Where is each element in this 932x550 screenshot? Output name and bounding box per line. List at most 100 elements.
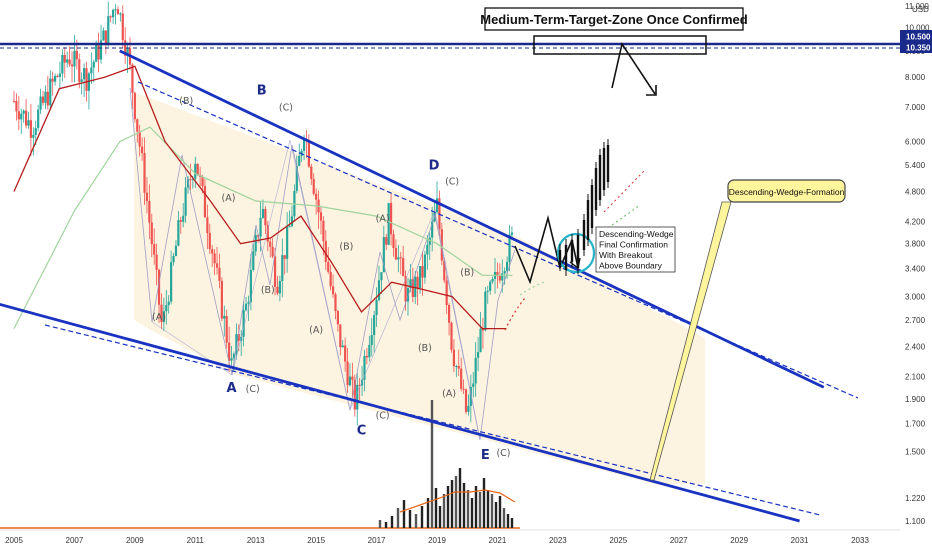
wedge-lower-boundary xyxy=(0,303,800,523)
candle-body xyxy=(394,248,398,260)
candle-body xyxy=(58,73,62,77)
y-tick-label: 1.700 xyxy=(905,420,926,429)
candle-body xyxy=(32,134,35,138)
y-tick-label: 3.800 xyxy=(905,240,926,249)
candle-body xyxy=(213,253,216,264)
candle-body xyxy=(97,45,100,60)
candle-body xyxy=(46,91,49,106)
wave-label: (A) xyxy=(442,388,456,399)
candle-body xyxy=(131,64,134,93)
candle-body xyxy=(464,389,468,412)
candle-body xyxy=(327,262,330,272)
candle-body xyxy=(266,225,269,242)
candle-body xyxy=(377,280,381,300)
candle-body xyxy=(107,16,110,45)
volume-bar xyxy=(438,506,442,528)
candle-body xyxy=(443,260,446,281)
candle-body xyxy=(109,16,112,18)
candle-body xyxy=(445,280,448,306)
candle-body xyxy=(228,342,231,361)
candle-body xyxy=(225,315,228,343)
candle-body xyxy=(476,352,480,358)
projected-candle xyxy=(602,148,606,190)
volume-bar xyxy=(510,518,514,528)
candle-body xyxy=(281,255,284,282)
candle-body xyxy=(114,9,117,11)
candle-body xyxy=(153,244,156,255)
wave-labels-layer: B (C) (B) (A) (B) (A) A (C) (A) (B) C (C) (A) (B) D (C)… xyxy=(152,84,510,464)
volume-bar xyxy=(474,486,478,528)
candle-body xyxy=(75,50,78,60)
candle-body xyxy=(143,153,146,193)
candle-body xyxy=(138,131,141,147)
candle-body xyxy=(203,186,207,218)
candle-body xyxy=(184,187,187,216)
volume-bar xyxy=(446,486,450,528)
currency-label: USD xyxy=(912,5,929,14)
y-tick-label: 1.500 xyxy=(905,448,926,457)
y-tick-label: 1.100 xyxy=(905,517,926,526)
projected-candle xyxy=(558,250,562,265)
candle-body xyxy=(68,59,71,65)
candle-body xyxy=(235,334,238,354)
candle-body xyxy=(353,379,356,410)
candle-body xyxy=(392,234,395,249)
candle-body xyxy=(102,30,105,41)
candle-body xyxy=(358,384,361,386)
x-tick-label: 2015 xyxy=(307,536,325,545)
candle-body xyxy=(61,54,64,74)
candle-body xyxy=(141,146,144,154)
breakout-circle[interactable] xyxy=(556,232,596,274)
candle-body xyxy=(380,272,383,281)
wedge-lower-boundary-dashed xyxy=(44,324,821,516)
wave-label: D xyxy=(429,158,440,173)
candle-body xyxy=(254,235,257,252)
candle-body xyxy=(73,50,76,67)
volume-bar xyxy=(442,494,446,528)
candle-body xyxy=(12,100,16,102)
price-tag-lower-box xyxy=(900,42,932,53)
wedge-callout-box[interactable] xyxy=(727,179,846,203)
candle-body xyxy=(278,281,281,294)
candle-body xyxy=(469,386,472,406)
candle-body xyxy=(397,257,400,260)
candle-body xyxy=(460,368,463,389)
wave-label: (A) xyxy=(309,325,323,336)
confirmation-note-line-2: Final Confirmation xyxy=(599,240,668,250)
candle-body xyxy=(218,267,221,281)
price-tag-upper-box xyxy=(900,30,932,42)
candle-body xyxy=(37,109,40,128)
y-tick-label: 2.400 xyxy=(905,343,926,352)
x-tick-label: 2025 xyxy=(609,536,627,545)
candle-body xyxy=(261,208,265,218)
candle-body xyxy=(87,73,91,91)
volume-bar xyxy=(486,490,490,528)
candle-body xyxy=(356,384,359,410)
candle-body xyxy=(322,220,325,241)
candle-body xyxy=(17,111,20,120)
ma-short-forecast xyxy=(603,169,646,213)
candle-body xyxy=(182,215,185,222)
wave-label: (C) xyxy=(376,410,390,421)
candle-body xyxy=(116,9,120,15)
volume-bar xyxy=(470,498,474,528)
volume-ma-line xyxy=(399,489,516,513)
candle-body xyxy=(174,245,178,256)
candle-body xyxy=(346,361,349,386)
x-tick-label: 2005 xyxy=(5,536,23,545)
wave-label: (C) xyxy=(279,102,293,113)
candle-body xyxy=(162,311,165,323)
candle-body xyxy=(329,271,332,287)
candle-body xyxy=(160,304,163,323)
candle-body xyxy=(179,220,182,222)
candle-body xyxy=(505,261,509,272)
candle-body xyxy=(126,48,129,56)
candle-body xyxy=(450,322,453,350)
candle-body xyxy=(99,40,103,60)
candle-body xyxy=(172,255,175,263)
candle-body xyxy=(208,233,211,250)
price-tag-upper: 10.500 xyxy=(906,33,931,42)
candle-body xyxy=(399,257,402,259)
candle-body xyxy=(66,59,69,63)
